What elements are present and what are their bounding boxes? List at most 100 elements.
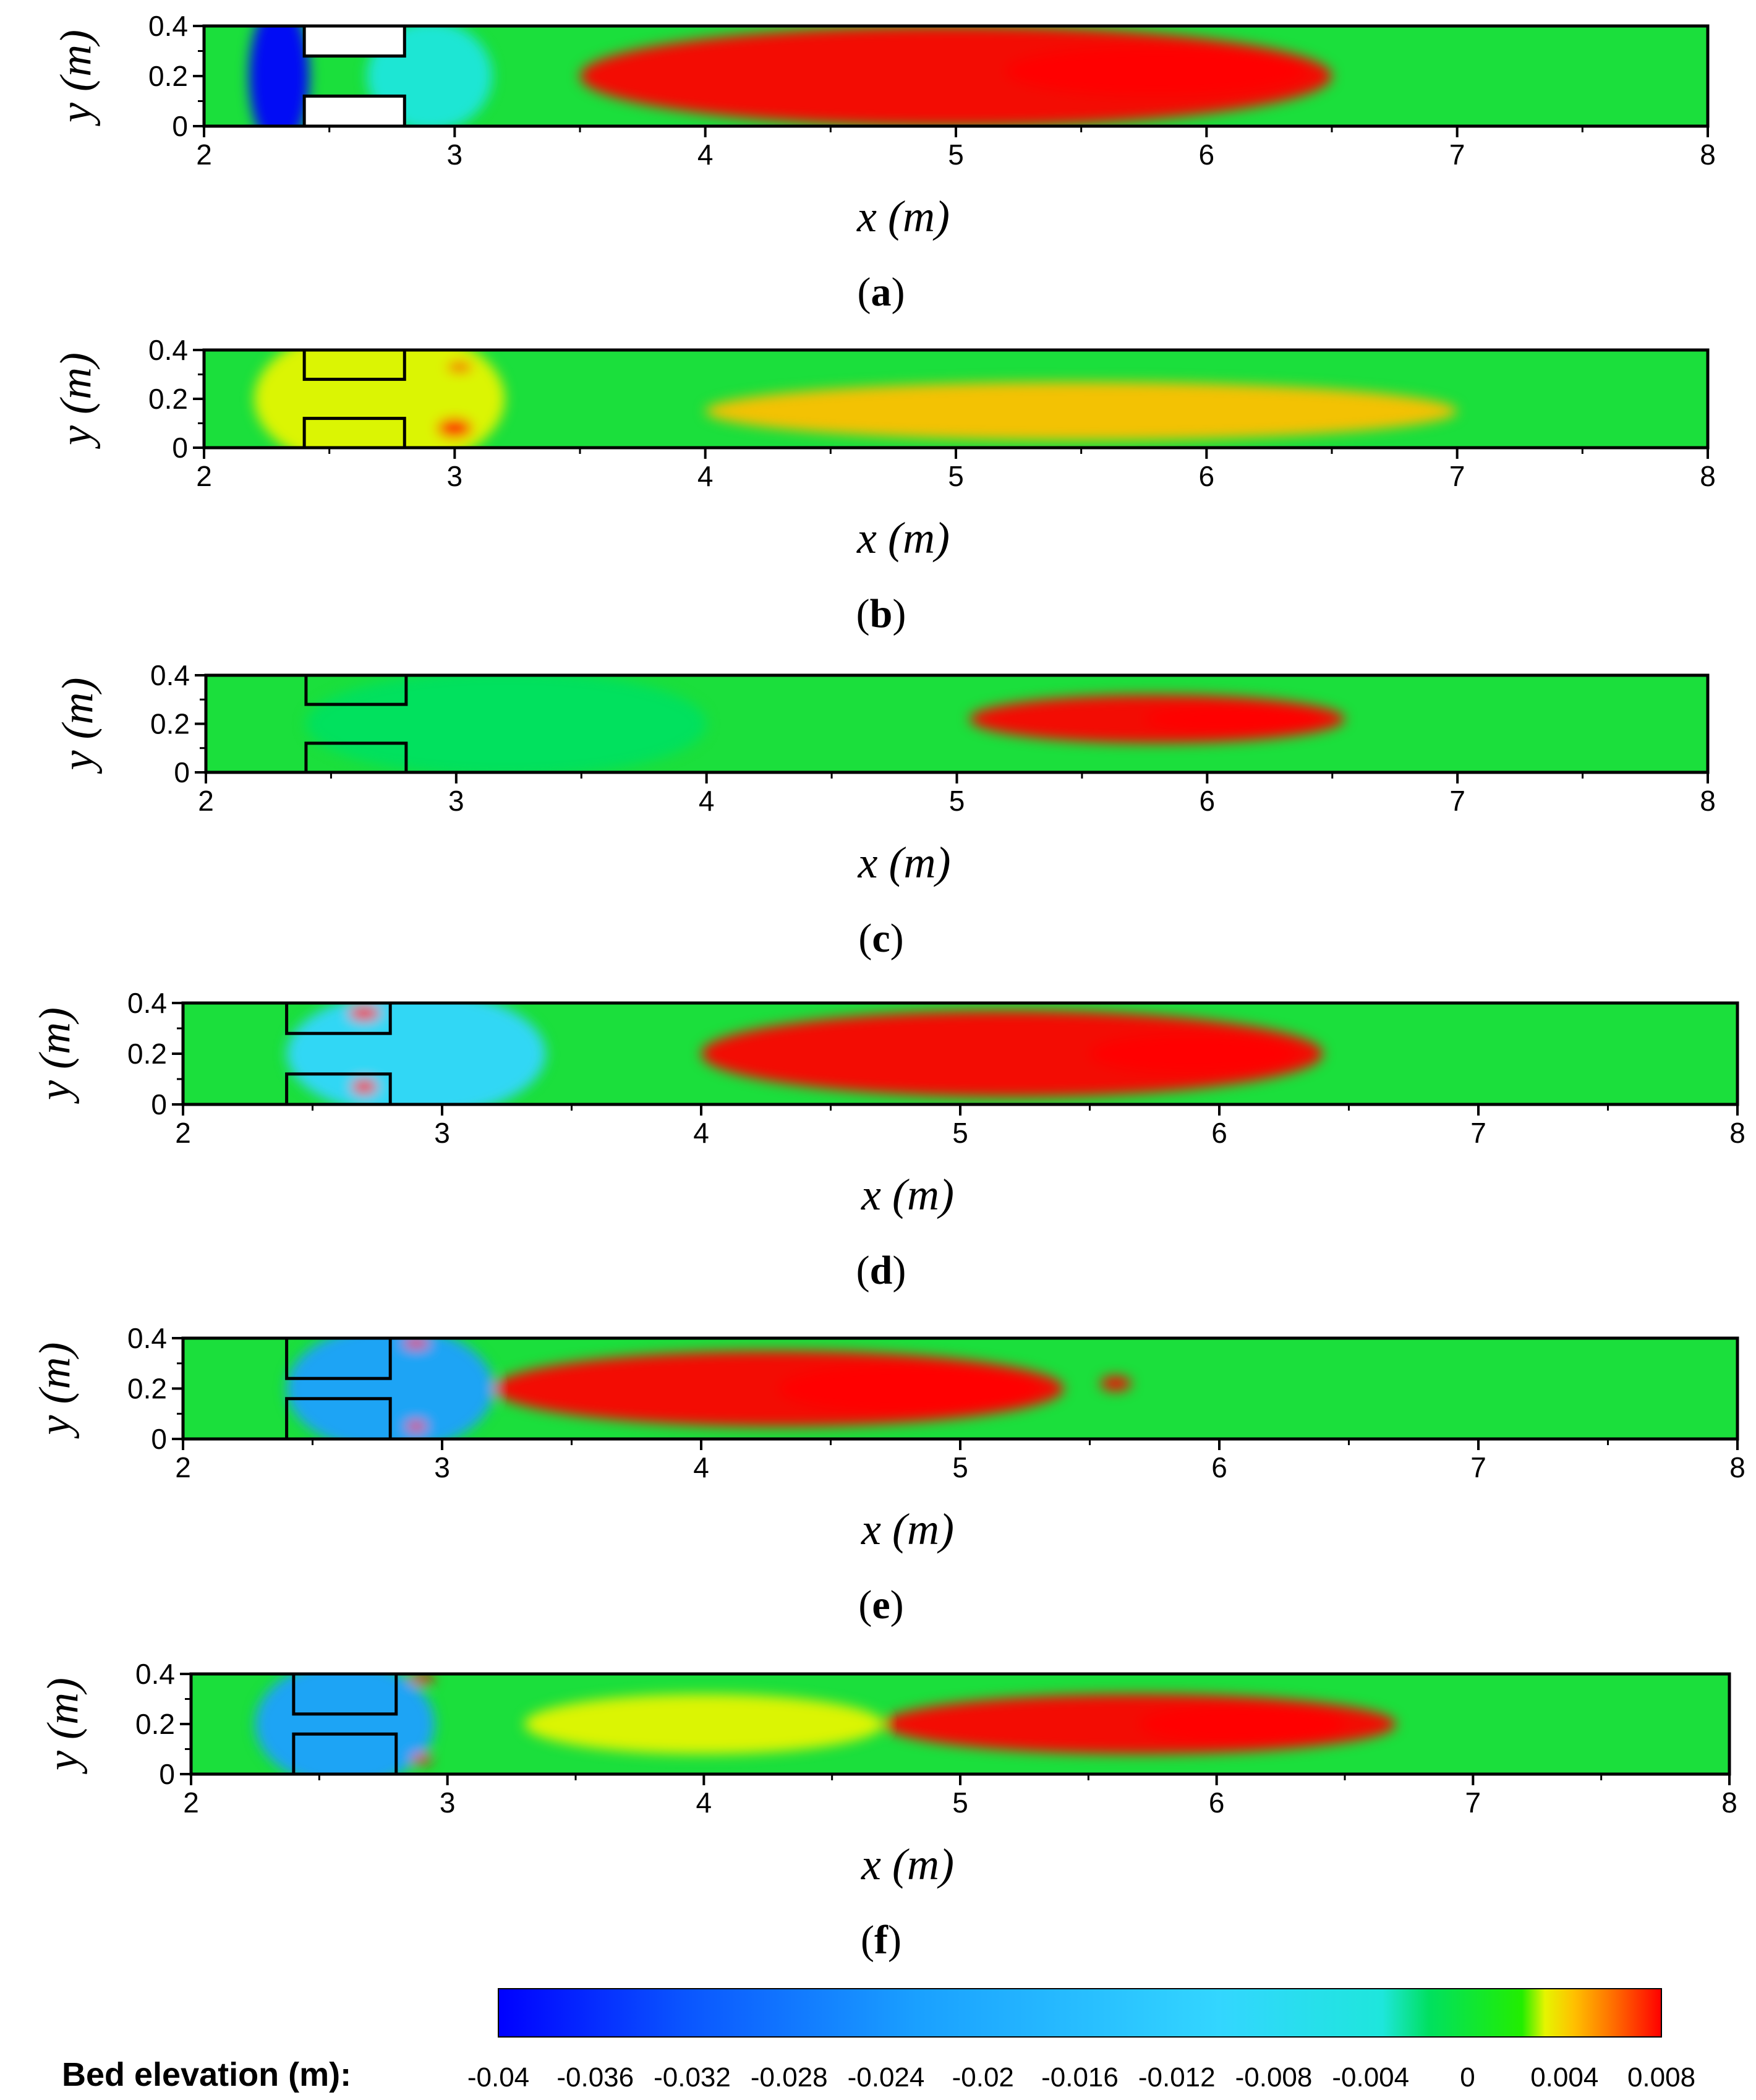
- x-tick-label: 8: [1729, 1117, 1745, 1149]
- heatmap-scour-0: [249, 26, 310, 126]
- colorbar-tick-label: -0.036: [556, 2062, 634, 2093]
- x-axis-title: x (m): [861, 1840, 954, 1889]
- y-axis-title: y (m): [38, 1678, 88, 1775]
- x-tick-label: 4: [697, 139, 714, 171]
- panel-d: 2 3 4 5 6 7 8 0 0.2 0.4 x (m) y (m) (d): [30, 987, 1745, 1293]
- heatmap-deposit-5: [406, 1421, 427, 1432]
- colorbar-tick-label: -0.016: [1041, 2062, 1119, 2093]
- y-tick-label: 0.2: [127, 1038, 167, 1070]
- y-axis-title: y (m): [51, 30, 101, 127]
- x-tick-label: 3: [440, 1786, 456, 1819]
- y-axis-title: y (m): [30, 1007, 80, 1104]
- x-tick-label: 4: [699, 785, 715, 817]
- colorbar-tick-label: -0.012: [1138, 2062, 1216, 2093]
- heatmap-scour-0: [255, 1674, 435, 1774]
- x-tick-label: 6: [1211, 1451, 1227, 1483]
- x-tick-label: 7: [1449, 460, 1465, 492]
- heatmap-deposit-3: [447, 362, 472, 372]
- y-tick-label: 0: [172, 110, 188, 142]
- panel-c: 2 3 4 5 6 7 8 0 0.2 0.4 x (m) y (m) (c): [53, 659, 1716, 961]
- heatmap-deposit-4: [351, 1079, 378, 1095]
- y-tick-label: 0.2: [127, 1373, 167, 1405]
- heatmap-deposit-5: [411, 1754, 432, 1764]
- x-tick-label: 5: [952, 1786, 968, 1819]
- y-tick-label: 0.4: [135, 1658, 175, 1690]
- heatmap-scour-1: [524, 1694, 884, 1754]
- y-tick-label: 0.2: [148, 383, 188, 415]
- panel-a: 2 3 4 5 6 7 8 0 0.2 0.4 x (m) y (m) (a): [51, 10, 1716, 315]
- heatmap-field: [249, 26, 1332, 126]
- heatmap-deposit-2: [437, 418, 472, 438]
- panel-label: (c): [858, 916, 903, 961]
- x-tick-label: 8: [1700, 460, 1716, 492]
- panel-label: (b): [856, 591, 906, 636]
- x-tick-label: 2: [196, 139, 212, 171]
- heatmap-scour-0: [286, 1003, 546, 1104]
- colorbar-tick-label: -0.024: [848, 2062, 925, 2093]
- y-axis-title: y (m): [51, 352, 101, 450]
- x-tick-label: 3: [447, 460, 463, 492]
- y-tick-label: 0.4: [127, 1322, 167, 1354]
- y-tick-label: 0.2: [135, 1708, 175, 1740]
- heatmap-deposit-1: [701, 1010, 1323, 1097]
- x-tick-label: 8: [1700, 785, 1716, 817]
- x-tick-label: 6: [1199, 139, 1215, 171]
- heatmap-scour-0: [286, 1338, 494, 1439]
- panel-label: (a): [858, 270, 905, 315]
- x-tick-label: 8: [1700, 139, 1716, 171]
- panel-f: 2 3 4 5 6 7 8 0 0.2 0.4 x (m) y (m) (f): [38, 1658, 1737, 1963]
- x-axis-title: x (m): [861, 1170, 954, 1219]
- y-tick-label: 0: [172, 432, 188, 464]
- y-tick-label: 0.4: [148, 10, 188, 42]
- colorbar-title: Bed elevation (m):: [62, 2056, 351, 2093]
- y-axis-title: y (m): [30, 1342, 80, 1440]
- x-tick-label: 6: [1200, 785, 1216, 817]
- y-tick-label: 0: [151, 1088, 167, 1120]
- x-tick-label: 8: [1729, 1451, 1745, 1483]
- x-tick-label: 7: [1449, 139, 1465, 171]
- y-tick-label: 0.4: [148, 334, 188, 366]
- x-tick-label: 3: [448, 785, 464, 817]
- heatmap-field: [286, 1338, 1132, 1439]
- colorbar-tick-label: 0.004: [1530, 2062, 1598, 2093]
- panel-label: (e): [858, 1582, 903, 1628]
- heatmap-deposit-3: [1140, 1704, 1345, 1744]
- heatmap-deposit-4: [409, 1674, 435, 1684]
- obstacle-lower: [302, 94, 406, 128]
- y-axis-title: y (m): [53, 678, 103, 775]
- colorbar: Bed elevation (m): -0.04 -0.036 -0.032 -0.02…: [62, 1988, 1695, 2093]
- heatmap-field: [254, 350, 1457, 448]
- x-tick-label: 7: [1449, 785, 1465, 817]
- heatmap-scour-1: [705, 382, 1457, 441]
- x-tick-label: 7: [1465, 1786, 1481, 1819]
- x-tick-label: 4: [696, 1786, 712, 1819]
- panel-label: (d): [856, 1248, 906, 1293]
- y-tick-label: 0: [151, 1423, 167, 1455]
- heatmap-deposit-4: [403, 1338, 430, 1349]
- colorbar-tick-label: -0.028: [751, 2062, 828, 2093]
- x-tick-label: 5: [949, 785, 965, 817]
- x-tick-label: 2: [196, 460, 212, 492]
- heatmap-deposit-3: [1006, 46, 1307, 96]
- x-tick-label: 3: [434, 1117, 450, 1149]
- colorbar-tick-label: -0.004: [1332, 2062, 1409, 2093]
- panel-b: 2 3 4 5 6 7 8 0 0.2 0.4 x (m) y (m) (b): [51, 334, 1716, 636]
- x-tick-label: 4: [697, 460, 714, 492]
- heatmap-field: [286, 1003, 1323, 1104]
- x-axis-title: x (m): [856, 513, 950, 563]
- y-tick-label: 0: [174, 756, 190, 788]
- colorbar-tick-label: 0.008: [1627, 2062, 1695, 2093]
- heatmap-scour-0: [254, 350, 505, 448]
- y-tick-label: 0.4: [127, 987, 167, 1019]
- y-tick-label: 0.4: [150, 659, 190, 691]
- x-tick-label: 2: [183, 1786, 199, 1819]
- y-tick-label: 0: [159, 1758, 175, 1790]
- x-tick-label: 5: [948, 139, 964, 171]
- x-tick-label: 4: [693, 1117, 709, 1149]
- x-tick-label: 8: [1721, 1786, 1737, 1819]
- x-tick-label: 4: [693, 1451, 709, 1483]
- heatmap-field: [255, 1674, 1396, 1774]
- heatmap-deposit-2: [1144, 704, 1320, 734]
- x-tick-label: 3: [447, 139, 463, 171]
